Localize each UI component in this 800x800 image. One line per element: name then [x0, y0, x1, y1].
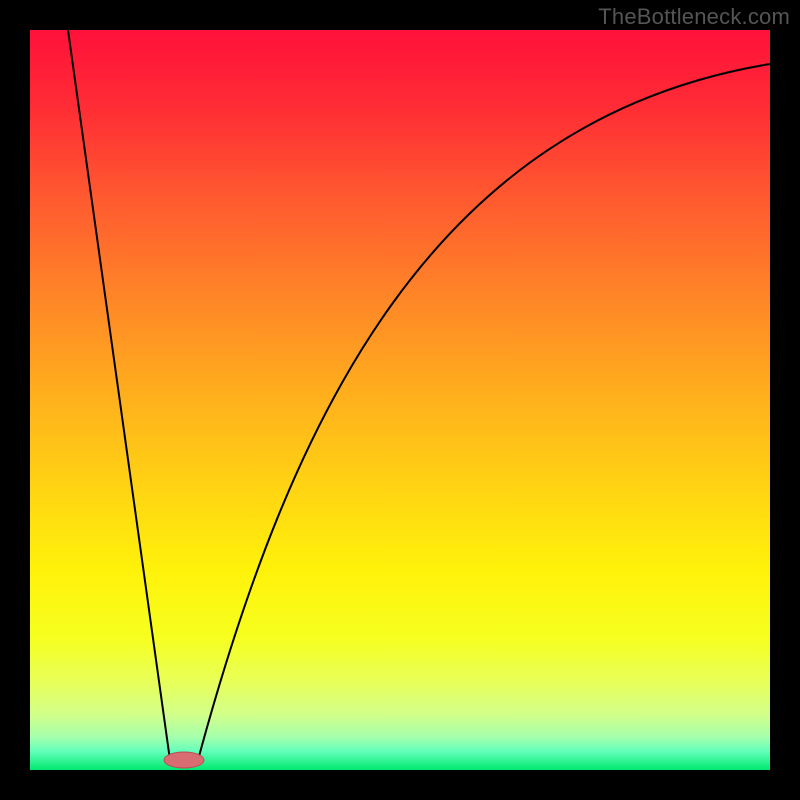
- watermark-text: TheBottleneck.com: [598, 4, 790, 30]
- chart-container: TheBottleneck.com: [0, 0, 800, 800]
- bottleneck-chart: [0, 0, 800, 800]
- optimum-marker: [164, 752, 204, 768]
- plot-area: [30, 30, 770, 770]
